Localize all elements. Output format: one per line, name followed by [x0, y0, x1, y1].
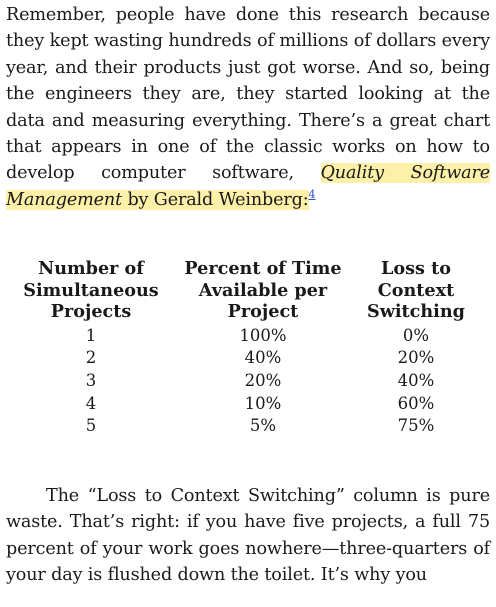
header-number-of-projects: Number of Simultaneous Projects: [23, 258, 159, 323]
highlighted-author-text[interactable]: by Gerald Weinberg:: [122, 189, 309, 210]
paragraph-waste: The “Loss to Context Switching” column i…: [6, 485, 490, 585]
cell-loss: 75%: [397, 416, 435, 436]
cell-projects: 1: [85, 325, 97, 345]
intro-text: Remember, people have done this research…: [6, 5, 490, 184]
cell-percent-time: 100%: [239, 325, 287, 345]
table-header-row: Number of Simultaneous Projects Percent …: [10, 258, 478, 325]
cell-percent-time: 40%: [244, 348, 282, 368]
cell-percent-time: 5%: [249, 416, 277, 436]
cell-projects: 3: [85, 370, 97, 390]
table-row: 3 20% 40%: [10, 370, 478, 393]
cell-loss: 40%: [397, 370, 435, 390]
header-percent-time: Percent of Time Available per Project: [184, 258, 342, 323]
context-switching-table: Number of Simultaneous Projects Percent …: [10, 258, 478, 437]
book-page: Remember, people have done this research…: [6, 0, 490, 588]
cell-percent-time: 20%: [244, 370, 282, 390]
table-row: 2 40% 20%: [10, 347, 478, 370]
cell-projects: 2: [85, 348, 97, 368]
paragraph-intro: Remember, people have done this research…: [6, 0, 490, 213]
table-row: 1 100% 0%: [10, 325, 478, 348]
cell-loss: 0%: [402, 325, 430, 345]
cell-projects: 5: [85, 416, 97, 436]
cell-loss: 60%: [397, 393, 435, 413]
cell-projects: 4: [85, 393, 97, 413]
cell-percent-time: 10%: [244, 393, 282, 413]
footnote-reference[interactable]: 4: [309, 188, 316, 201]
header-loss-context-switching: Loss to Context Switching: [367, 258, 465, 323]
table-row: 5 5% 75%: [10, 415, 478, 438]
footnote-link[interactable]: 4: [308, 187, 316, 201]
cell-loss: 20%: [397, 348, 435, 368]
table-row: 4 10% 60%: [10, 393, 478, 416]
